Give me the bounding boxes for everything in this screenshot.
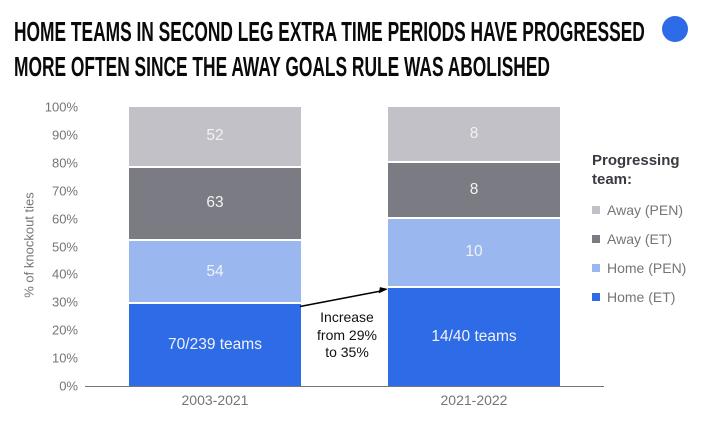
x-axis-label: 2003-2021 [181, 392, 249, 408]
y-tick-label: 30% [51, 294, 78, 310]
legend-swatch-icon [592, 235, 600, 243]
bar-2021-2022: 14/40 teams 10 8 8 [388, 107, 560, 386]
x-axis-label: 2021-2022 [440, 392, 508, 408]
segment-label: 63 [206, 194, 224, 212]
segment-away-et: 63 [129, 167, 301, 242]
annotation-text: Increase from 29% to 35% [303, 309, 391, 362]
segment-home-pen: 54 [129, 241, 301, 305]
y-tick-label: 50% [51, 239, 78, 254]
legend-swatch-icon [592, 293, 600, 301]
annotation-line-1: Increase [320, 309, 374, 325]
legend-title: Progressing team: [592, 152, 680, 188]
title-line-1: HOME TEAMS IN SECOND LEG EXTRA TIME PERI… [14, 16, 645, 47]
legend-item: Away (PEN) [592, 202, 714, 218]
legend-label: Away (ET) [607, 231, 673, 247]
segment-label: 52 [206, 127, 224, 145]
legend-item: Home (ET) [592, 289, 714, 305]
y-tick-label: 80% [51, 155, 78, 171]
segment-label: 8 [469, 180, 479, 198]
segment-label: 8 [469, 124, 479, 142]
page-title: HOME TEAMS IN SECOND LEG EXTRA TIME PERI… [14, 14, 715, 84]
segment-home-et: 14/40 teams [388, 288, 560, 386]
legend-items: Away (PEN) Away (ET) Home (PEN) Home (ET) [592, 202, 714, 305]
legend-swatch-icon [592, 206, 600, 214]
legend-swatch-icon [592, 264, 600, 272]
y-tick-label: 100% [44, 99, 78, 115]
y-tick-label: 10% [51, 350, 78, 366]
legend-label: Home (ET) [607, 289, 676, 305]
segment-away-pen: 52 [129, 107, 301, 168]
bar-2003-2021: 70/239 teams 54 63 52 [129, 107, 301, 386]
accent-circle-icon [662, 16, 688, 42]
segment-label: 10 [465, 243, 483, 261]
legend-item: Away (ET) [592, 231, 714, 247]
x-axis-labels: 2003-2021 2021-2022 [0, 392, 715, 412]
segment-away-pen: 8 [388, 107, 560, 163]
segment-label: 70/239 teams [168, 336, 262, 354]
segment-away-et: 8 [388, 162, 560, 219]
annotation-line-2: from 29% [317, 326, 377, 343]
y-tick-label: 0% [59, 378, 78, 394]
legend-label: Home (PEN) [607, 260, 687, 276]
segment-home-et: 70/239 teams [129, 304, 301, 386]
title-line-2: MORE OFTEN SINCE THE AWAY GOALS RULE WAS… [14, 51, 550, 82]
plot-area: 70/239 teams 54 63 52 14/40 teams 10 8 8 [85, 107, 604, 387]
segment-label: 54 [206, 262, 224, 280]
segment-label: 14/40 teams [431, 328, 517, 346]
y-tick-label: 20% [51, 322, 78, 338]
annotation-line-3: to 35% [325, 344, 369, 360]
legend-item: Home (PEN) [592, 260, 714, 276]
segment-home-pen: 10 [388, 218, 560, 289]
y-axis-ticks: 100% 90% 80% 70% 60% 50% 40% 30% 20% 10% 0% [0, 100, 78, 394]
y-tick-label: 40% [51, 266, 78, 282]
legend: Progressing team: Away (PEN) Away (ET) Hom… [592, 151, 714, 305]
legend-label: Away (PEN) [607, 202, 683, 218]
y-tick-label: 90% [51, 127, 78, 143]
y-tick-label: 60% [51, 211, 78, 227]
y-tick-label: 70% [51, 183, 78, 199]
